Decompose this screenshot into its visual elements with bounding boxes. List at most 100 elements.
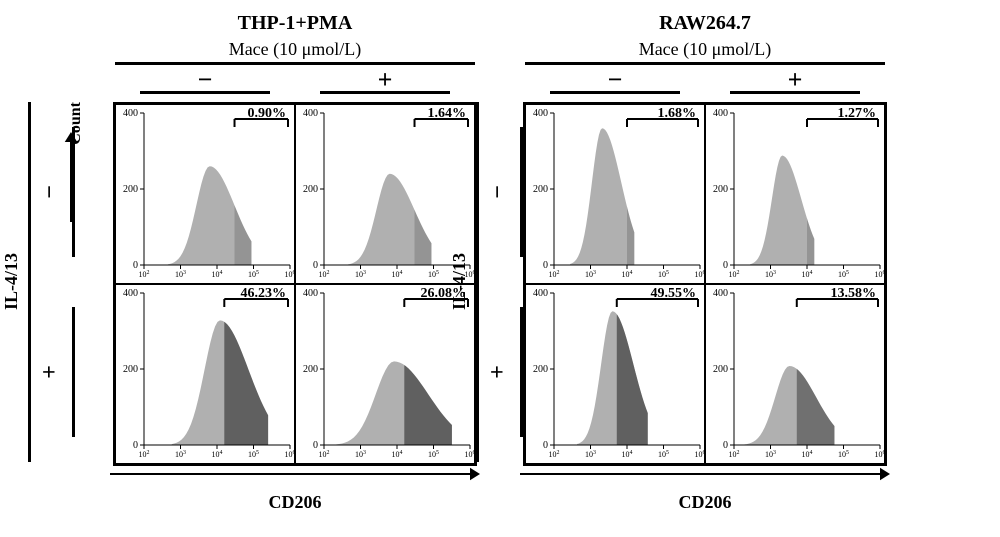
svg-text:400: 400 <box>713 288 728 299</box>
svg-text:102: 102 <box>729 450 740 459</box>
il-label: IL-4/13 <box>1 253 22 310</box>
column-sign: − <box>525 69 705 91</box>
svg-text:104: 104 <box>622 450 633 459</box>
column-headers: −+ <box>115 69 475 100</box>
panel-group: THP-1+PMAMace (10 μmol/L)−+CountIL-4/13−… <box>110 12 480 513</box>
svg-text:104: 104 <box>802 270 813 279</box>
row-sign: − <box>37 185 64 199</box>
il-bar <box>28 102 31 462</box>
histogram-panel: 020040010210310410510646.23% <box>115 284 295 464</box>
treatment-bar <box>115 62 475 65</box>
gate-percent: 1.68% <box>658 106 697 121</box>
gate-percent: 13.58% <box>831 286 877 301</box>
svg-text:200: 200 <box>123 364 138 375</box>
svg-text:104: 104 <box>212 270 223 279</box>
svg-text:200: 200 <box>303 364 318 375</box>
svg-text:0: 0 <box>313 440 318 451</box>
svg-text:103: 103 <box>175 270 186 279</box>
flow-histogram: 020040010210310410510613.58% <box>706 285 886 465</box>
cell-line-title: RAW264.7 <box>659 12 751 35</box>
svg-text:400: 400 <box>533 108 548 119</box>
histogram-panel: 0 200 400 102 103 104 105 106 1.68% <box>525 104 705 284</box>
svg-text:105: 105 <box>838 450 849 459</box>
svg-text:103: 103 <box>355 450 366 459</box>
svg-text:105: 105 <box>838 270 849 279</box>
svg-text:400: 400 <box>303 108 318 119</box>
cell-line-title: THP-1+PMA <box>238 12 353 35</box>
column-sign: + <box>705 69 885 91</box>
histogram-panel: 0 200 400 102 103 104 105 106 0.90% <box>115 104 295 284</box>
histogram-panel: 02004001021031041051061.64% <box>295 104 475 284</box>
il-bar <box>476 102 479 462</box>
svg-text:200: 200 <box>123 184 138 195</box>
svg-text:106: 106 <box>285 450 296 459</box>
column-sign: + <box>295 69 475 91</box>
svg-text:105: 105 <box>658 270 669 279</box>
panel-group: RAW264.7Mace (10 μmol/L)−+IL-4/13−+02004… <box>520 12 890 513</box>
x-axis-label: CD206 <box>679 492 732 513</box>
svg-text:0: 0 <box>723 440 728 451</box>
svg-text:105: 105 <box>248 450 259 459</box>
svg-text:103: 103 <box>175 450 186 459</box>
svg-text:102: 102 <box>549 270 560 279</box>
svg-text:0: 0 <box>543 260 548 271</box>
svg-text:106: 106 <box>285 270 296 279</box>
svg-text:102: 102 <box>139 450 150 459</box>
svg-text:105: 105 <box>658 450 669 459</box>
svg-text:103: 103 <box>765 450 776 459</box>
row-tick <box>72 127 75 257</box>
treatment-label: Mace (10 μmol/L) <box>229 39 362 60</box>
svg-text:400: 400 <box>533 288 548 299</box>
svg-text:400: 400 <box>303 288 318 299</box>
svg-text:106: 106 <box>695 450 706 459</box>
gate-percent: 0.90% <box>248 106 287 121</box>
svg-text:200: 200 <box>533 364 548 375</box>
svg-text:0: 0 <box>723 260 728 271</box>
histogram-panel: 020040010210310410510649.55% <box>525 284 705 464</box>
svg-text:400: 400 <box>713 108 728 119</box>
svg-text:105: 105 <box>428 270 439 279</box>
svg-text:106: 106 <box>695 270 706 279</box>
svg-text:105: 105 <box>428 450 439 459</box>
svg-text:0: 0 <box>133 260 138 271</box>
row-sign: + <box>37 365 64 379</box>
svg-text:104: 104 <box>392 450 403 459</box>
svg-text:200: 200 <box>713 184 728 195</box>
svg-text:102: 102 <box>139 270 150 279</box>
row-sign: + <box>485 365 512 379</box>
svg-text:103: 103 <box>355 270 366 279</box>
svg-text:0: 0 <box>543 440 548 451</box>
row-sign: − <box>485 185 512 199</box>
figure-root: THP-1+PMAMace (10 μmol/L)−+CountIL-4/13−… <box>0 0 1000 525</box>
histogram-panel: 020040010210310410510613.58% <box>705 284 885 464</box>
histogram-grid: 02004001021031041051060.90%0200400102103… <box>113 102 477 466</box>
svg-text:200: 200 <box>303 184 318 195</box>
row-tick <box>72 307 75 437</box>
svg-text:0: 0 <box>133 440 138 451</box>
treatment-label: Mace (10 μmol/L) <box>639 39 772 60</box>
svg-text:103: 103 <box>585 270 596 279</box>
svg-text:102: 102 <box>319 450 330 459</box>
svg-text:106: 106 <box>875 450 886 459</box>
svg-text:400: 400 <box>123 108 138 119</box>
flow-histogram: 020040010210310410510646.23% <box>116 285 296 465</box>
flow-histogram: 020040010210310410510649.55% <box>526 285 706 465</box>
svg-text:102: 102 <box>319 270 330 279</box>
histogram-panel: 02004001021031041051061.27% <box>705 104 885 284</box>
svg-text:0: 0 <box>313 260 318 271</box>
column-headers: −+ <box>525 69 885 100</box>
svg-text:102: 102 <box>549 450 560 459</box>
x-axis-label: CD206 <box>269 492 322 513</box>
svg-text:200: 200 <box>533 184 548 195</box>
x-axis-arrow <box>520 464 890 484</box>
histogram-panel: 020040010210310410510626.08% <box>295 284 475 464</box>
svg-text:104: 104 <box>622 270 633 279</box>
svg-text:105: 105 <box>248 270 259 279</box>
svg-text:102: 102 <box>729 270 740 279</box>
svg-text:104: 104 <box>392 270 403 279</box>
column-sign: − <box>115 69 295 91</box>
gate-percent: 46.23% <box>241 286 287 301</box>
svg-text:200: 200 <box>713 364 728 375</box>
flow-histogram: 02004001021031041051061.27% <box>706 105 886 285</box>
svg-text:106: 106 <box>875 270 886 279</box>
